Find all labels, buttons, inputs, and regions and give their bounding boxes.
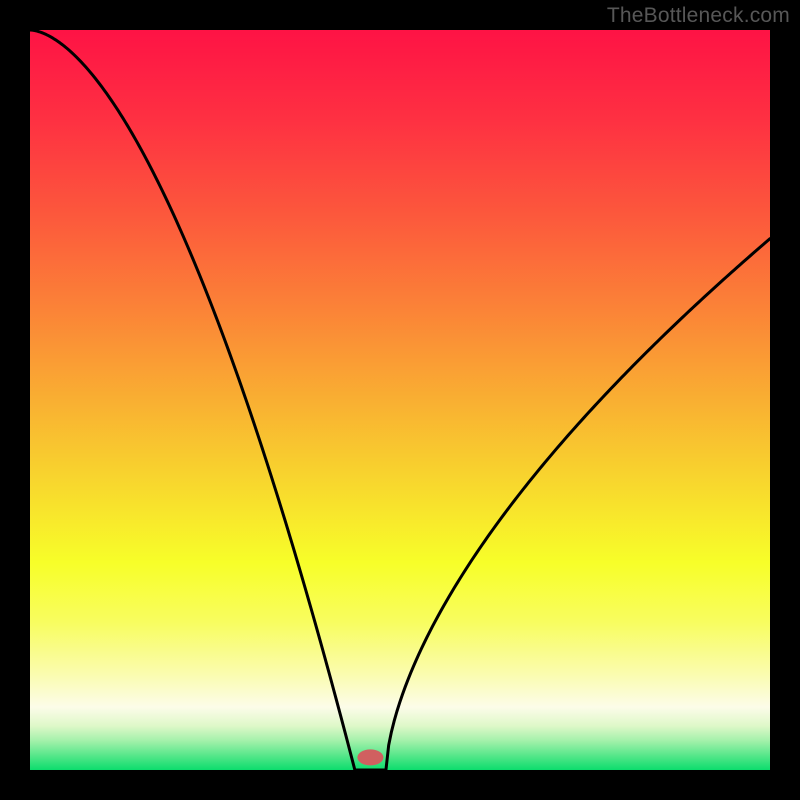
chart-container: TheBottleneck.com	[0, 0, 800, 800]
chart-svg	[0, 0, 800, 800]
minimum-marker	[357, 749, 383, 765]
plot-background	[30, 30, 770, 770]
watermark-text: TheBottleneck.com	[607, 4, 790, 28]
